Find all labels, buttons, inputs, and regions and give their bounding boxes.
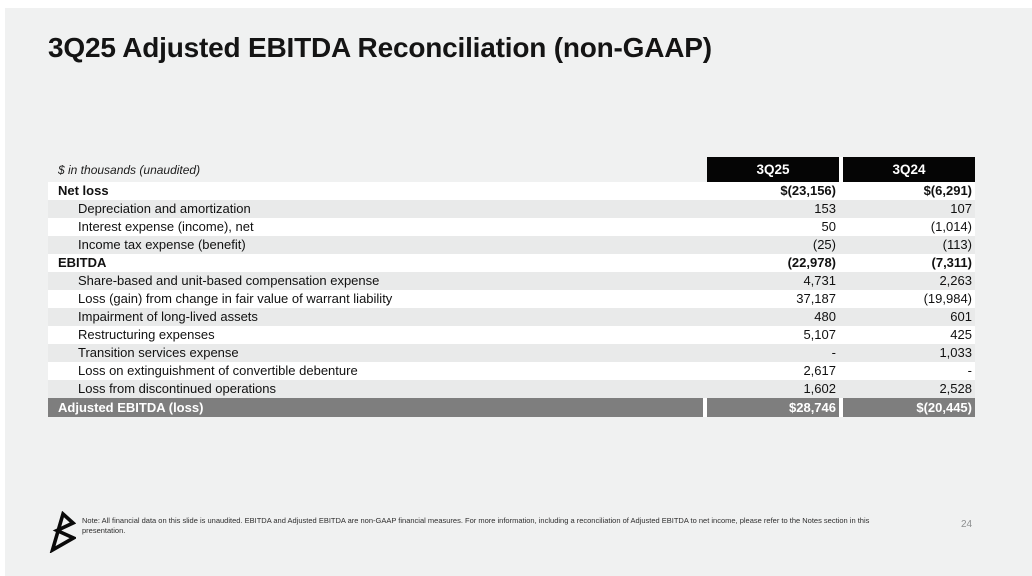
- stylized-b-logo-icon: [49, 511, 76, 553]
- table-row: Transition services expense - 1,033: [48, 344, 975, 362]
- table-caption: $ in thousands (unaudited): [58, 163, 201, 177]
- table-row: Impairment of long-lived assets 480 601: [48, 308, 975, 326]
- row-value-3q25: 153: [814, 201, 836, 216]
- row-value-3q25: 480: [814, 309, 836, 324]
- row-value-3q24: -: [967, 363, 972, 378]
- row-value-3q24: 1,033: [939, 345, 972, 360]
- row-value-3q24: $(20,445): [843, 398, 975, 417]
- row-value-3q25: 50: [821, 219, 836, 234]
- row-value-3q24: (113): [942, 237, 972, 252]
- row-label: Restructuring expenses: [78, 327, 215, 342]
- row-label: Loss from discontinued operations: [78, 381, 277, 396]
- row-value-3q24: 107: [950, 201, 972, 216]
- row-value-3q25: 2,617: [803, 363, 836, 378]
- row-value-3q25: 37,187: [796, 291, 836, 306]
- row-value-3q24: (19,984): [923, 291, 972, 306]
- column-gap: [839, 398, 843, 417]
- table-row: EBITDA (22,978) (7,311): [48, 254, 975, 272]
- table-row: Restructuring expenses 5,107 425: [48, 326, 975, 344]
- row-label: Income tax expense (benefit): [78, 237, 246, 252]
- row-value-3q24: 601: [950, 309, 972, 324]
- row-value-3q24: 425: [950, 327, 972, 342]
- row-value-3q24: 2,528: [939, 381, 972, 396]
- table-row: Loss from discontinued operations 1,602 2,…: [48, 380, 975, 398]
- row-label: Net loss: [58, 183, 109, 198]
- footnote: Note: All financial data on this slide i…: [82, 516, 870, 535]
- table-row: Adjusted EBITDA (loss) $28,746 $(20,445): [48, 398, 975, 417]
- table-row: Share-based and unit-based compensation …: [48, 272, 975, 290]
- row-label: Impairment of long-lived assets: [78, 309, 258, 324]
- row-value-3q25: $28,746: [707, 398, 839, 417]
- row-value-3q25: 4,731: [803, 273, 836, 288]
- row-label: Depreciation and amortization: [78, 201, 251, 216]
- row-label: Share-based and unit-based compensation …: [78, 273, 380, 288]
- row-value-3q24: 2,263: [939, 273, 972, 288]
- row-label: Transition services expense: [78, 345, 239, 360]
- row-value-3q25: 1,602: [803, 381, 836, 396]
- slide-title: 3Q25 Adjusted EBITDA Reconciliation (non…: [48, 32, 712, 63]
- row-value-3q25: (25): [812, 237, 836, 252]
- column-gap: [703, 398, 707, 417]
- row-label: Loss on extinguishment of convertible de…: [78, 363, 358, 378]
- ebitda-reconciliation-table: $ in thousands (unaudited) 3Q25 3Q24 Net…: [48, 157, 975, 417]
- table-row: Loss on extinguishment of convertible de…: [48, 362, 975, 380]
- table-row: Depreciation and amortization 153 107: [48, 200, 975, 218]
- table-row: Loss (gain) from change in fair value of…: [48, 290, 975, 308]
- row-value-3q24: (7,311): [931, 255, 972, 270]
- table-header-row: $ in thousands (unaudited) 3Q25 3Q24: [48, 157, 975, 182]
- row-label: Loss (gain) from change in fair value of…: [78, 291, 393, 306]
- table-row: Income tax expense (benefit) (25) (113): [48, 236, 975, 254]
- column-header-3q25: 3Q25: [707, 157, 839, 182]
- row-value-3q25: -: [831, 345, 836, 360]
- column-header-3q24: 3Q24: [843, 157, 975, 182]
- row-value-3q24: $(6,291): [923, 183, 972, 198]
- row-value-3q24: (1,014): [930, 219, 972, 234]
- row-label: Adjusted EBITDA (loss): [48, 398, 703, 417]
- presentation-slide: 3Q25 Adjusted EBITDA Reconciliation (non…: [5, 8, 1032, 576]
- header-gap: [839, 157, 843, 182]
- row-label: Interest expense (income), net: [78, 219, 254, 234]
- row-value-3q25: $(23,156): [780, 183, 836, 198]
- table-row: Net loss $(23,156) $(6,291): [48, 182, 975, 200]
- page-number: 24: [961, 519, 973, 530]
- row-value-3q25: 5,107: [803, 327, 836, 342]
- row-label: EBITDA: [58, 255, 107, 270]
- table-row: Interest expense (income), net 50 (1,014): [48, 218, 975, 236]
- row-value-3q25: (22,978): [787, 255, 836, 270]
- reconciliation-table-body: Net loss $(23,156) $(6,291) Depreciation an…: [48, 182, 975, 417]
